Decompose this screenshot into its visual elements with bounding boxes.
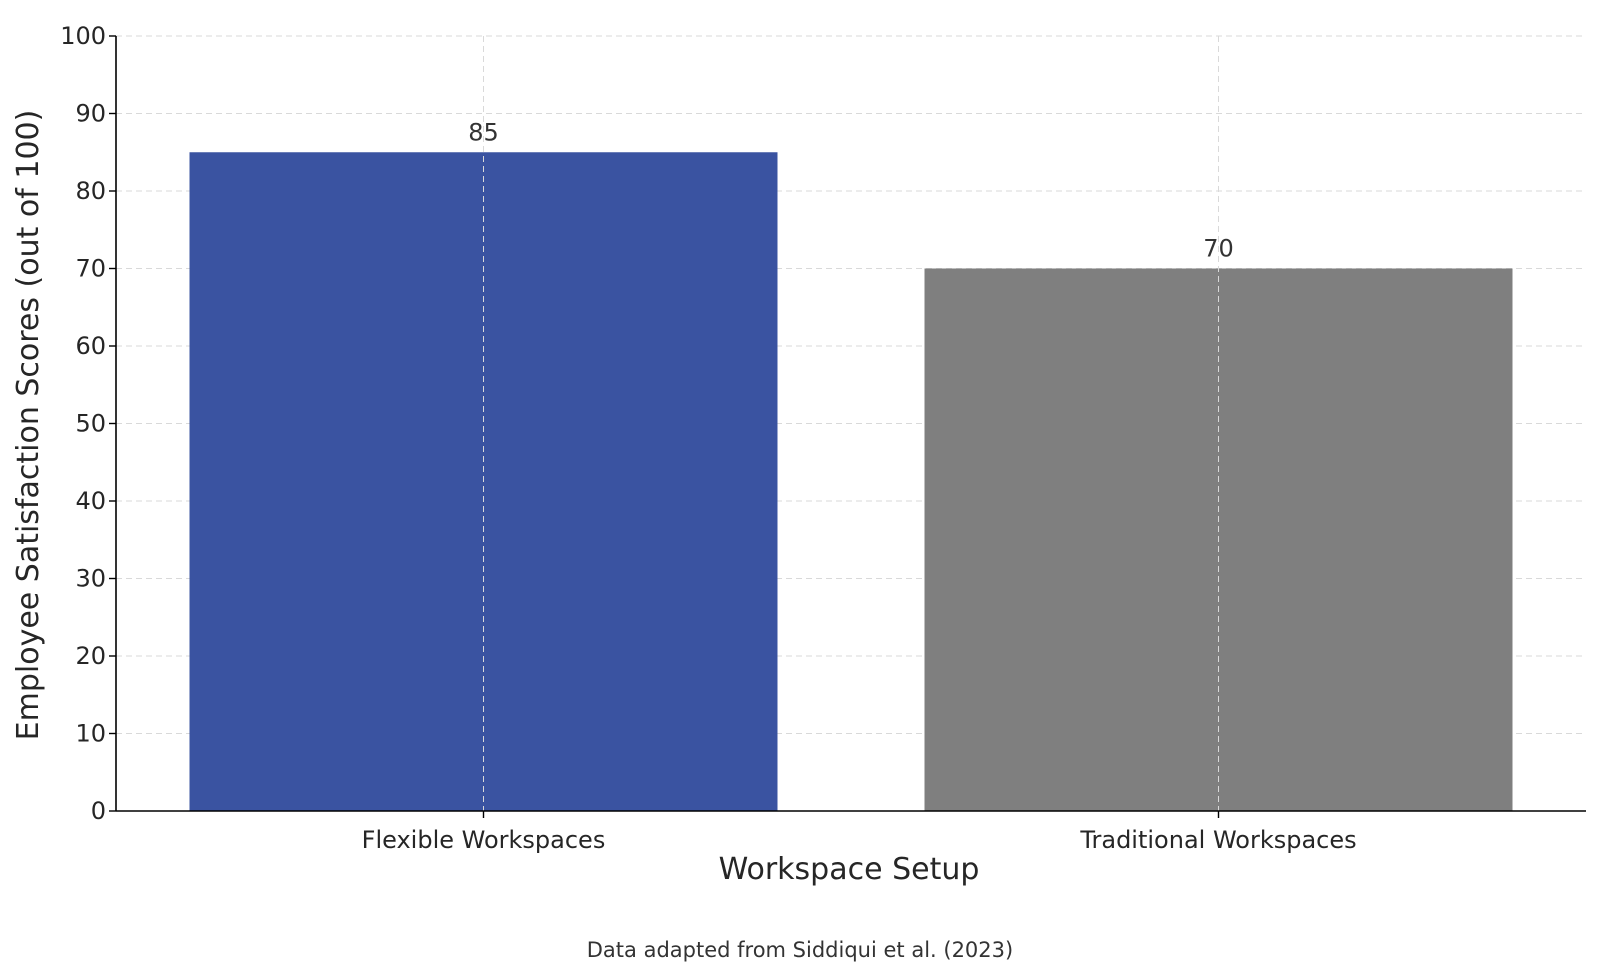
- bar-value-label: 70: [1203, 235, 1234, 263]
- y-tick-label: 50: [75, 410, 106, 438]
- x-axis-title: Workspace Setup: [719, 852, 980, 887]
- y-tick-label: 30: [75, 565, 106, 593]
- x-tick-label: Traditional Workspaces: [1079, 826, 1356, 854]
- vertical-grid-lines: [483, 36, 1219, 811]
- x-tick-labels: Flexible Workspaces Traditional Workspace…: [362, 826, 1357, 854]
- bars: [189, 152, 1513, 811]
- source-caption: Data adapted from Siddiqui et al. (2023): [587, 938, 1013, 962]
- y-tick-label: 70: [75, 255, 106, 283]
- y-tick-label: 0: [91, 797, 106, 825]
- axes: [109, 35, 1586, 818]
- y-tick-label: 100: [60, 22, 106, 50]
- bar-value-label: 85: [468, 118, 499, 146]
- y-tick-label: 10: [75, 720, 106, 748]
- x-tick-label: Flexible Workspaces: [362, 826, 606, 854]
- data-labels: 85 70: [468, 118, 1234, 262]
- y-tick-label: 60: [75, 332, 106, 360]
- y-tick-label: 20: [75, 642, 106, 670]
- y-tick-label: 80: [75, 177, 106, 205]
- y-tick-label: 90: [75, 100, 106, 128]
- y-tick-label: 40: [75, 487, 106, 515]
- y-axis-title: Employee Satisfaction Scores (out of 100…: [11, 110, 46, 741]
- y-tick-labels: 0 10 20 30 40 50 60 70 80 90 100: [60, 22, 106, 825]
